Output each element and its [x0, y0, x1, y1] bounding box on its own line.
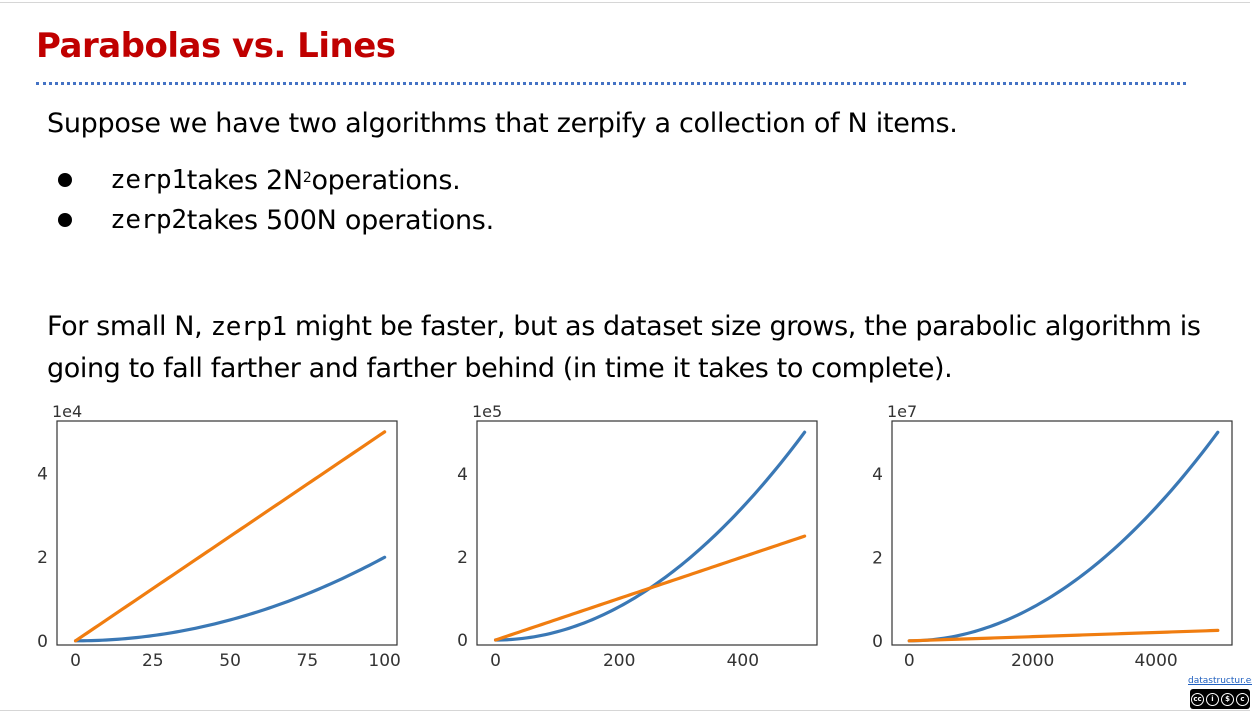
axis-offset-label: 1e4	[52, 402, 82, 421]
intro-text: Suppose we have two algorithms that zerp…	[47, 108, 958, 139]
axis-offset-label: 1e7	[887, 402, 917, 421]
y-tick-label: 2	[872, 548, 883, 568]
paragraph-code: zerp1	[210, 312, 287, 342]
plot-frame	[56, 420, 398, 646]
series-line-zerp2	[907, 628, 1220, 643]
bullet-dot-icon	[58, 173, 72, 187]
chart-small-n: 1e4 0 25 50 75 100 0 2 4	[37, 402, 401, 671]
bullet-item-zerp1: zerp1 takes 2N 2 operations.	[58, 160, 494, 200]
x-tick-label: 200	[603, 651, 635, 671]
bullet-item-zerp2: zerp2 takes 500N operations.	[58, 200, 494, 240]
bullet-list: zerp1 takes 2N 2 operations. zerp2 takes …	[58, 160, 494, 240]
plot-frame	[891, 420, 1233, 646]
x-tick-label: 100	[368, 651, 400, 671]
bullet-dot-icon	[58, 213, 72, 227]
y-tick-label: 0	[872, 632, 883, 652]
x-tick-label: 0	[490, 651, 501, 671]
creative-commons-icon: cc	[1191, 692, 1204, 706]
slide-title: Parabolas vs. Lines	[36, 26, 396, 66]
plot-frame	[476, 420, 818, 646]
y-tick-label: 0	[37, 632, 48, 652]
y-tick-label: 2	[457, 548, 468, 568]
creative-commons-badge: cc i $ c	[1190, 689, 1250, 709]
bullet-text: takes 500N operations.	[186, 204, 494, 236]
series-line-zerp1	[73, 555, 387, 643]
by-icon: i	[1206, 692, 1219, 706]
x-tick-label: 400	[727, 651, 759, 671]
bullet-superscript: 2	[302, 170, 312, 186]
y-tick-label: 4	[872, 465, 883, 485]
series-line-zerp2	[493, 534, 807, 642]
series-line-zerp2	[73, 430, 387, 643]
x-tick-label: 50	[219, 651, 241, 671]
nc-icon: $	[1221, 692, 1234, 706]
sa-icon: c	[1236, 692, 1249, 706]
x-tick-label: 0	[904, 651, 915, 671]
y-tick-label: 4	[37, 465, 48, 485]
y-tick-label: 0	[457, 631, 468, 651]
x-tick-label: 2000	[1011, 651, 1054, 671]
paragraph-text: For small N,	[47, 311, 211, 342]
bullet-text: takes 2N	[186, 164, 303, 196]
y-tick-label: 4	[457, 465, 468, 485]
bullet-text-end: operations.	[311, 164, 461, 196]
footer-link[interactable]: datastructur.es	[1188, 676, 1252, 686]
chart-large-n: 1e7 0 2000 4000 0 2 4	[872, 402, 1233, 671]
x-tick-label: 75	[297, 651, 319, 671]
x-tick-label: 25	[142, 651, 164, 671]
paragraph-text-end: might be faster, but as dataset size gro…	[47, 311, 1201, 384]
bullet-code: zerp1	[110, 165, 187, 195]
chart-medium-n: 1e5 0 200 400 0 2 4	[457, 402, 818, 671]
x-tick-label: 4000	[1134, 651, 1177, 671]
bullet-code: zerp2	[110, 205, 187, 235]
y-tick-label: 2	[37, 548, 48, 568]
x-tick-label: 0	[70, 651, 81, 671]
axis-offset-label: 1e5	[472, 402, 502, 421]
explanation-paragraph: For small N, zerp1 might be faster, but …	[47, 306, 1227, 390]
series-line-zerp1	[907, 430, 1220, 643]
title-divider	[36, 82, 1186, 85]
